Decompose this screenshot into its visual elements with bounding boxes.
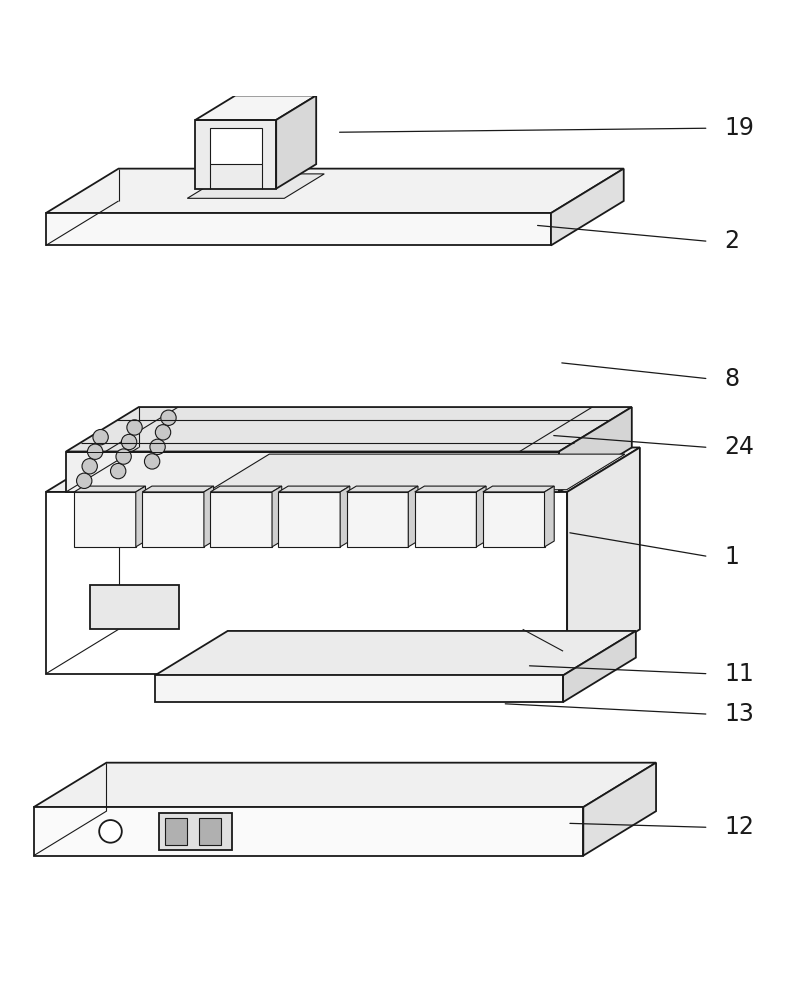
Text: 2: 2 xyxy=(725,229,740,253)
Polygon shape xyxy=(155,631,636,675)
Circle shape xyxy=(156,425,170,440)
Polygon shape xyxy=(187,174,324,198)
Polygon shape xyxy=(476,486,486,547)
Text: 8: 8 xyxy=(725,367,740,391)
Polygon shape xyxy=(583,763,656,856)
Polygon shape xyxy=(559,407,632,492)
Text: 1: 1 xyxy=(725,545,740,569)
Circle shape xyxy=(161,410,176,425)
Polygon shape xyxy=(155,675,563,702)
Polygon shape xyxy=(46,169,624,213)
Polygon shape xyxy=(90,585,179,629)
Polygon shape xyxy=(551,169,624,245)
Polygon shape xyxy=(204,486,213,547)
Polygon shape xyxy=(483,492,544,547)
Polygon shape xyxy=(46,213,551,245)
Polygon shape xyxy=(544,486,554,547)
Polygon shape xyxy=(74,492,135,547)
Polygon shape xyxy=(195,120,277,189)
Polygon shape xyxy=(46,492,567,674)
Circle shape xyxy=(110,463,126,479)
Circle shape xyxy=(99,820,122,843)
Text: 19: 19 xyxy=(725,116,754,140)
Circle shape xyxy=(150,439,165,455)
Polygon shape xyxy=(278,486,350,492)
Polygon shape xyxy=(135,486,145,547)
Polygon shape xyxy=(278,492,340,547)
Polygon shape xyxy=(210,486,281,492)
Polygon shape xyxy=(346,492,408,547)
Polygon shape xyxy=(34,807,583,856)
Polygon shape xyxy=(210,492,272,547)
Text: 24: 24 xyxy=(725,435,755,459)
Text: 13: 13 xyxy=(725,702,754,726)
Polygon shape xyxy=(408,486,418,547)
Polygon shape xyxy=(195,95,316,120)
Polygon shape xyxy=(563,631,636,702)
Polygon shape xyxy=(414,492,476,547)
Polygon shape xyxy=(165,818,187,845)
Polygon shape xyxy=(74,486,145,492)
Circle shape xyxy=(88,444,103,459)
Circle shape xyxy=(122,434,137,450)
Polygon shape xyxy=(483,486,554,492)
Polygon shape xyxy=(277,95,316,189)
Polygon shape xyxy=(340,486,350,547)
Polygon shape xyxy=(272,486,281,547)
Circle shape xyxy=(116,449,131,464)
Polygon shape xyxy=(66,407,632,452)
Polygon shape xyxy=(414,486,486,492)
Polygon shape xyxy=(66,452,559,492)
Polygon shape xyxy=(200,818,221,845)
Polygon shape xyxy=(210,128,262,164)
Polygon shape xyxy=(346,486,418,492)
Text: 12: 12 xyxy=(725,815,754,839)
Polygon shape xyxy=(159,813,232,850)
Circle shape xyxy=(76,473,92,488)
Circle shape xyxy=(93,429,109,445)
Polygon shape xyxy=(46,447,640,492)
Polygon shape xyxy=(211,454,625,490)
Circle shape xyxy=(127,420,142,435)
Circle shape xyxy=(82,459,97,474)
Polygon shape xyxy=(142,486,213,492)
Polygon shape xyxy=(142,492,204,547)
Text: 11: 11 xyxy=(725,662,754,686)
Polygon shape xyxy=(34,763,656,807)
Circle shape xyxy=(144,454,160,469)
Polygon shape xyxy=(567,447,640,674)
